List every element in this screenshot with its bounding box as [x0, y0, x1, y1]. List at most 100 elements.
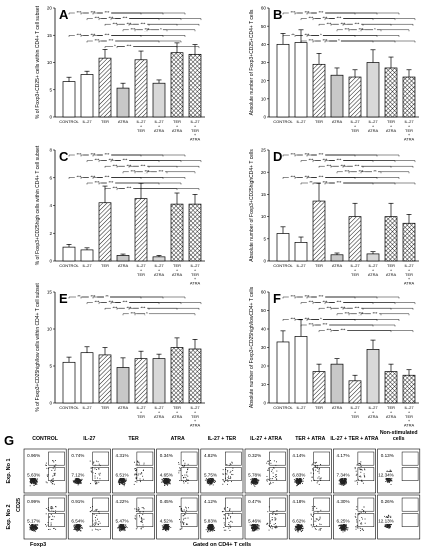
- significance-label: **: [77, 294, 81, 299]
- event-dot: [224, 524, 225, 526]
- significance-label-bg: [128, 311, 138, 315]
- gate-percent: 0.47%: [248, 499, 261, 504]
- gate-lower: [48, 513, 65, 527]
- event-dot: [302, 527, 304, 529]
- event-dot: [214, 530, 216, 531]
- event-dot: [168, 478, 170, 480]
- event-dot: [118, 529, 120, 531]
- event-dot: [51, 508, 53, 510]
- event-dot: [119, 527, 121, 529]
- significance-label-bg: [88, 175, 98, 179]
- percent-bg: [160, 498, 174, 505]
- event-dot: [54, 473, 56, 475]
- significance-label-bg: [302, 294, 312, 299]
- percent-bg: [116, 517, 130, 524]
- event-dot: [338, 483, 340, 485]
- event-dot: [119, 479, 121, 481]
- event-dot: [210, 529, 212, 531]
- event-dot: [33, 484, 35, 486]
- event-dot: [34, 531, 36, 533]
- event-dot: [311, 526, 313, 528]
- event-dot: [143, 469, 144, 471]
- event-dot: [227, 506, 229, 508]
- event-dot: [363, 510, 365, 511]
- event-dot: [135, 508, 137, 510]
- y-tick-label: 60: [261, 290, 267, 295]
- event-dot: [143, 464, 145, 466]
- significance-label-bg: [306, 158, 316, 162]
- significance-label-bg: [324, 328, 334, 332]
- event-dot: [297, 528, 299, 530]
- event-dot: [36, 524, 38, 525]
- flow-plot: 4.82%5.75%: [200, 448, 244, 494]
- event-dot: [124, 480, 126, 482]
- percent-bg: [249, 471, 262, 478]
- event-dot: [35, 529, 37, 531]
- y-tick-label: 25: [261, 148, 267, 153]
- significance-label-bg: [120, 300, 130, 304]
- bar: [330, 74, 344, 118]
- event-dot: [389, 523, 391, 525]
- event-dot: [222, 479, 224, 481]
- flow-plot: 4.17%7.34%: [333, 448, 376, 494]
- event-dot: [209, 479, 211, 481]
- event-dot: [185, 476, 187, 478]
- event-dot: [122, 527, 124, 529]
- event-dot: [120, 524, 122, 526]
- event-dot: [118, 481, 120, 483]
- event-dot: [50, 519, 52, 520]
- event-dot: [253, 483, 255, 485]
- event-dot: [165, 528, 167, 530]
- event-dot: [120, 527, 122, 529]
- event-dot: [141, 520, 143, 522]
- event-dot: [227, 477, 229, 478]
- bar: [170, 347, 184, 404]
- event-dot: [167, 481, 168, 483]
- event-dot: [165, 526, 167, 528]
- event-dot: [122, 524, 124, 525]
- event-dot: [211, 525, 213, 526]
- event-dot: [181, 475, 183, 476]
- event-dot: [123, 480, 125, 481]
- event-dot: [76, 477, 78, 479]
- event-dot: [214, 480, 216, 482]
- y-tick-label: 40: [261, 327, 267, 332]
- event-dot: [232, 512, 233, 514]
- event-dot: [320, 528, 322, 529]
- event-dot: [99, 522, 101, 524]
- event-dot: [266, 479, 268, 481]
- x-tick-label: IL-27: [404, 119, 414, 124]
- event-dot: [134, 517, 136, 519]
- y-tick-label: 0: [49, 115, 52, 120]
- event-dot: [301, 479, 303, 481]
- event-dot: [33, 480, 34, 482]
- event-dot: [358, 463, 360, 465]
- significance-label: ***: [305, 152, 310, 157]
- event-dot: [121, 527, 123, 529]
- y-tick-label: 40: [261, 42, 267, 47]
- event-dot: [272, 467, 274, 469]
- event-dot: [118, 526, 120, 528]
- event-dot: [228, 478, 230, 479]
- significance-label: ***: [109, 300, 114, 305]
- significance-label-bg: [106, 180, 116, 185]
- significance-label: ***: [91, 152, 96, 157]
- event-dot: [168, 478, 170, 480]
- event-dot: [310, 472, 312, 474]
- gate-upper: [313, 451, 330, 466]
- event-dot: [207, 525, 209, 527]
- event-dot: [166, 479, 168, 481]
- event-dot: [354, 467, 356, 468]
- event-dot: [360, 464, 362, 465]
- event-dot: [358, 476, 360, 477]
- x-tick-label: ATRA: [386, 128, 397, 133]
- event-dot: [360, 530, 361, 532]
- event-dot: [167, 481, 169, 483]
- event-dot: [74, 479, 75, 481]
- event-dot: [31, 526, 32, 527]
- gate-percent: 7.34%: [337, 472, 350, 477]
- significance-bracket: [134, 313, 146, 316]
- event-dot: [169, 525, 171, 527]
- event-dot: [31, 480, 33, 482]
- event-dot: [52, 460, 54, 461]
